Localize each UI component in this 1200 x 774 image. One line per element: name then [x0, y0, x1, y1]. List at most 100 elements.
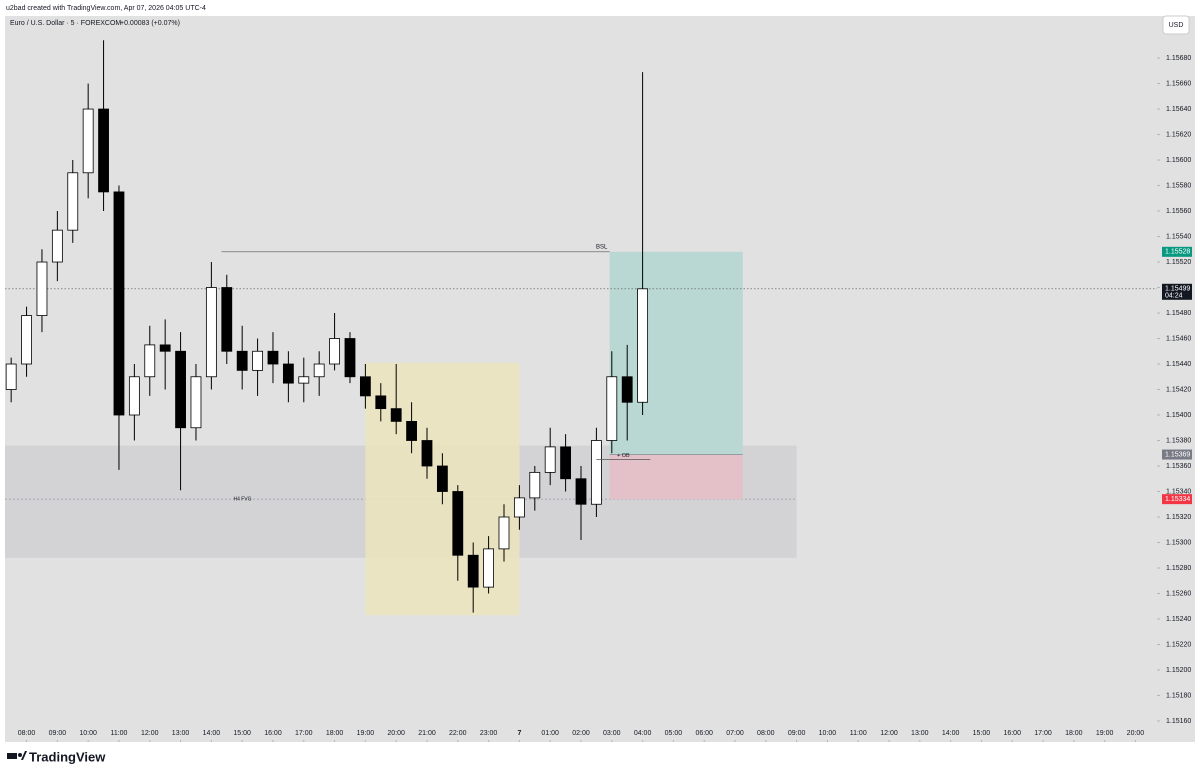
candle-body: [483, 548, 494, 588]
x-tick-label: 17:00: [1034, 730, 1052, 737]
x-tick-label: 08:00: [757, 730, 775, 737]
candle-body: [128, 376, 140, 416]
x-tick-label: 09:00: [49, 730, 67, 737]
attribution: u2bad created with TradingView.com, Apr …: [6, 5, 206, 12]
y-tick-label: 1.15380: [1166, 437, 1191, 444]
x-tick-label: 14:00: [942, 730, 960, 737]
candle-body: [282, 363, 294, 384]
bsl-label: BSL: [596, 244, 608, 250]
chart-background: [5, 16, 1195, 742]
x-tick-label: 02:00: [572, 730, 590, 737]
last-price-bg: [1162, 283, 1192, 300]
currency-button[interactable]: [1162, 15, 1190, 35]
price-label: 1.15528: [1165, 249, 1190, 256]
y-tick-label: 1.15360: [1166, 463, 1191, 470]
x-tick-label: 16:00: [264, 730, 282, 737]
x-tick-label: 03:00: [603, 730, 621, 737]
candle-body: [329, 338, 340, 365]
x-tick-label: 05:00: [665, 730, 683, 737]
x-tick-label: 13:00: [911, 730, 929, 737]
candle-body: [51, 229, 63, 263]
candle-body: [452, 491, 464, 556]
price-change: +0.00083 (+0.07%): [120, 20, 180, 27]
fvg-label: H4 FVG: [233, 496, 251, 502]
x-tick-label: 16:00: [1003, 730, 1021, 737]
y-tick-label: 1.15580: [1166, 182, 1191, 189]
target-zone: [609, 251, 743, 455]
candle-body: [467, 554, 479, 588]
y-tick-label: 1.15600: [1166, 157, 1191, 164]
y-tick-label: 1.15280: [1166, 565, 1191, 572]
y-tick-label: 1.15180: [1166, 692, 1191, 699]
price-label-bg: [1162, 494, 1192, 505]
y-tick-label: 1.15560: [1166, 208, 1191, 215]
chart-title: Euro / U.S. Dollar · 5 · FOREXCOM: [10, 20, 121, 27]
y-tick-label: 1.15680: [1166, 55, 1191, 62]
x-tick-label: 15:00: [973, 730, 991, 737]
y-tick-label: 1.15540: [1166, 233, 1191, 240]
y-tick-label: 1.15420: [1166, 386, 1191, 393]
candle-body: [98, 108, 109, 193]
x-tick-label: 13:00: [172, 730, 190, 737]
stop-zone: [609, 454, 743, 500]
candle-body: [560, 446, 572, 480]
candle-body: [190, 376, 202, 429]
candle-body: [606, 376, 618, 441]
candle-body: [267, 350, 279, 365]
y-tick-label: 1.15460: [1166, 335, 1191, 342]
candle-body: [344, 338, 356, 378]
x-tick-label: 21:00: [418, 730, 436, 737]
candle-body: [205, 287, 217, 378]
candle-body: [575, 478, 587, 505]
candle-body: [513, 497, 525, 518]
candle-body: [21, 315, 32, 365]
candle-body: [359, 376, 371, 397]
candle-body: [421, 440, 433, 467]
x-tick-label: 22:00: [449, 730, 467, 737]
y-tick-label: 1.15240: [1166, 616, 1191, 623]
x-tick-label: 12:00: [880, 730, 898, 737]
candle-body: [159, 344, 171, 352]
countdown: 04:24: [1165, 293, 1183, 300]
y-tick-label: 1.15400: [1166, 412, 1191, 419]
y-tick-label: 1.15640: [1166, 106, 1191, 113]
x-tick-label: 08:00: [18, 730, 36, 737]
x-tick-label: 09:00: [788, 730, 806, 737]
candle-body: [390, 408, 402, 422]
candle-body: [375, 395, 387, 410]
x-tick-label: 11:00: [850, 730, 867, 737]
candle-body: [406, 420, 417, 441]
y-tick-label: 1.15160: [1166, 718, 1191, 725]
x-tick-label: 07:00: [726, 730, 744, 737]
x-tick-label: 10:00: [819, 730, 837, 737]
candle-body: [113, 191, 125, 416]
candle-body: [5, 363, 17, 390]
y-tick-label: 1.15340: [1166, 488, 1191, 495]
candle-body: [175, 350, 186, 429]
y-tick-label: 1.15300: [1166, 539, 1191, 546]
x-tick-label: 18:00: [1065, 730, 1083, 737]
candle-body: [82, 108, 94, 174]
x-tick-label: 18:00: [326, 730, 344, 737]
y-tick-label: 1.15660: [1166, 80, 1191, 87]
candle-body: [36, 261, 48, 316]
x-tick-label: 12:00: [141, 730, 159, 737]
x-tick-label: 14:00: [203, 730, 221, 737]
x-tick-label: 06:00: [695, 730, 713, 737]
candle-body: [298, 376, 310, 384]
y-tick-label: 1.15260: [1166, 590, 1191, 597]
x-tick-label: 19:00: [1096, 730, 1114, 737]
x-tick-label: 10:00: [79, 730, 97, 737]
x-tick-label: 04:00: [634, 730, 652, 737]
candle-body: [498, 516, 510, 550]
x-tick-label: 17:00: [295, 730, 313, 737]
x-tick-label: 20:00: [1127, 730, 1145, 737]
candle-body: [313, 363, 325, 378]
brand: TradingView: [29, 749, 106, 764]
y-tick-label: 1.15520: [1166, 259, 1191, 266]
x-tick-label: 23:00: [480, 730, 498, 737]
last-price-label: 1.15499: [1165, 286, 1190, 293]
candle-body: [436, 465, 448, 492]
price-label: 1.15334: [1165, 496, 1190, 503]
